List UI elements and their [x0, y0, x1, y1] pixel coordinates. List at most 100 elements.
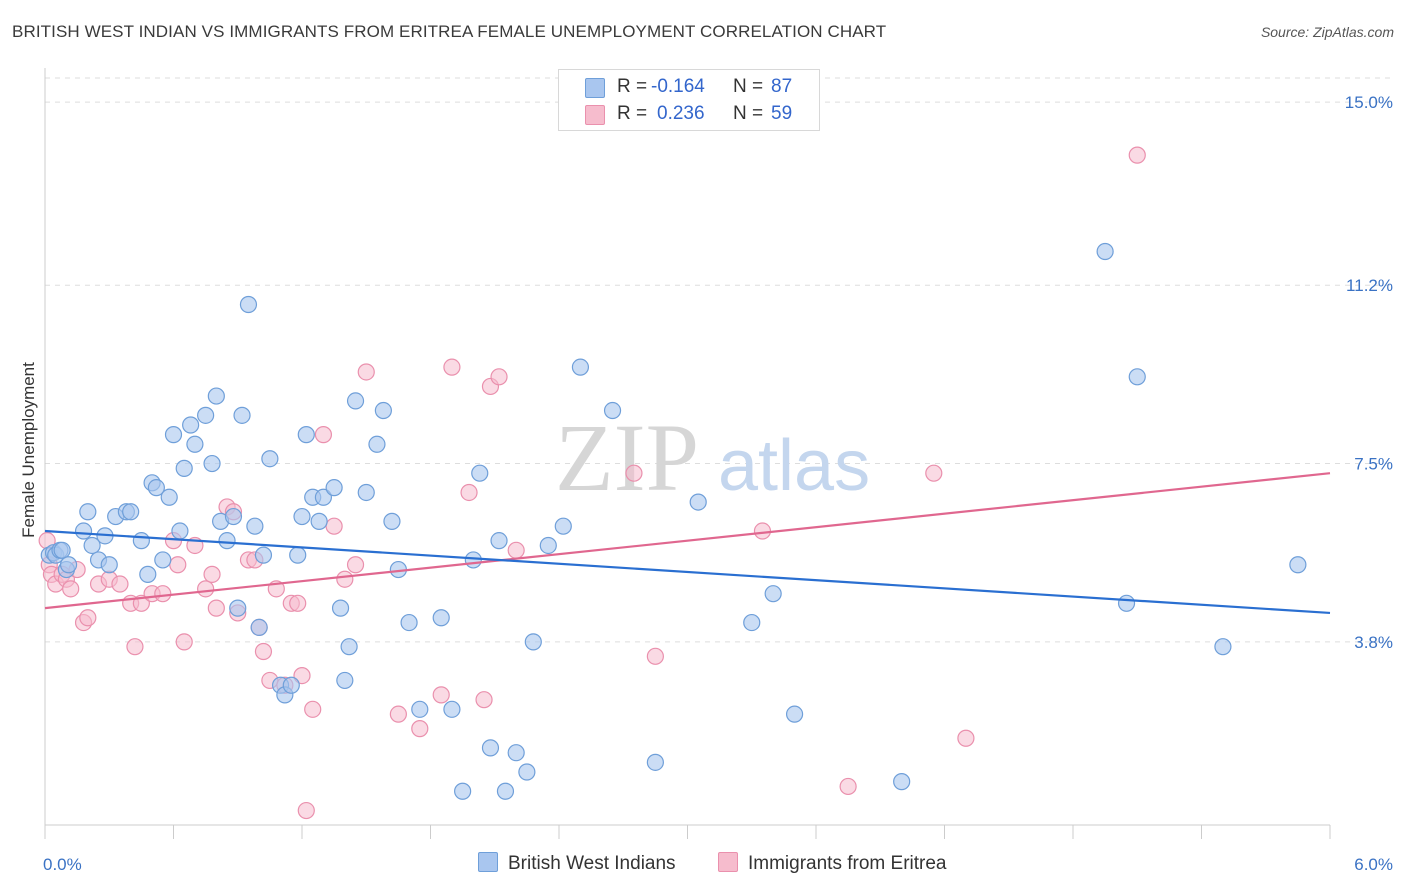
- bwi-trend-line: [44, 529, 1331, 615]
- bwi-point: [147, 479, 165, 497]
- eritrea-point: [203, 565, 221, 583]
- eritrea-point: [254, 642, 273, 661]
- eritrea-point: [839, 777, 857, 796]
- bwi-point: [1289, 556, 1307, 574]
- bwi-point: [239, 295, 258, 314]
- eritrea-point: [304, 700, 322, 718]
- eritrea-point: [357, 363, 375, 381]
- bwi-point: [571, 358, 590, 376]
- eritrea-point: [460, 483, 478, 502]
- trend-lines: [44, 472, 1331, 615]
- bwi-point: [785, 705, 804, 723]
- eritrea-point: [293, 666, 311, 685]
- bwi-point: [554, 517, 572, 535]
- bwi-point: [481, 739, 500, 757]
- bwi-point: [357, 483, 375, 502]
- bwi-point: [340, 638, 358, 656]
- x-tick-label: 0.0%: [43, 855, 82, 874]
- bwi-point: [229, 599, 247, 617]
- legend-r-label: R =: [617, 103, 648, 124]
- eritrea-point: [490, 368, 508, 386]
- source-label: Source: ZipAtlas.com: [1260, 24, 1394, 40]
- legend-swatch-pink: [585, 105, 605, 125]
- bwi-point: [224, 507, 243, 526]
- bwi-point: [282, 676, 300, 694]
- bwi-point: [83, 536, 101, 555]
- eritrea-point: [314, 426, 333, 444]
- bwi-point: [346, 392, 365, 410]
- bottom-legend-label-eritrea: Immigrants from Eritrea: [748, 853, 947, 874]
- eritrea-point: [79, 609, 97, 627]
- bwi-point: [383, 512, 401, 530]
- bwi-point: [186, 435, 204, 453]
- legend-r-label: R =: [617, 76, 648, 97]
- bwi-point: [743, 613, 761, 632]
- bwi-point: [74, 522, 93, 540]
- bwi-point: [368, 435, 386, 453]
- eritrea-point: [346, 556, 365, 574]
- eritrea-point: [957, 729, 975, 747]
- bwi-point: [154, 551, 172, 569]
- bwi-point: [289, 546, 307, 564]
- bwi-point: [197, 406, 215, 424]
- bwi-point: [139, 565, 157, 583]
- bwi-point: [432, 609, 450, 627]
- bwi-point: [374, 401, 392, 420]
- bwi-point: [246, 517, 264, 535]
- axes: [44, 68, 1331, 839]
- legend-n-label: N =: [733, 76, 764, 97]
- bwi-point: [496, 782, 515, 800]
- eritrea-point: [207, 599, 225, 617]
- legend-n-value: 87: [771, 76, 793, 97]
- bwi-point: [164, 426, 183, 444]
- bwi-point: [471, 464, 489, 482]
- legend-row-bwi: R = -0.164 N = 87: [559, 74, 819, 100]
- bottom-legend-swatch-blue: [478, 852, 498, 872]
- eritrea-point: [175, 633, 193, 651]
- bwi-point: [261, 450, 279, 468]
- bwi-point: [310, 512, 328, 530]
- eritrea-point: [625, 464, 643, 482]
- bwi-point: [160, 488, 178, 506]
- eritrea-point: [389, 705, 407, 723]
- bwi-point: [603, 401, 622, 420]
- eritrea-trend-line: [44, 472, 1331, 610]
- bwi-point: [539, 536, 557, 555]
- bwi-point: [100, 556, 118, 574]
- eritrea-point: [646, 647, 664, 665]
- bwi-point: [490, 532, 508, 550]
- eritrea-point: [126, 638, 144, 656]
- bottom-legend-swatch-pink: [718, 852, 738, 872]
- watermark-atlas: atlas: [718, 426, 870, 506]
- bwi-point: [400, 613, 418, 632]
- y-tick-label: 3.8%: [1354, 633, 1393, 652]
- eritrea-point: [289, 594, 307, 612]
- bwi-point: [464, 551, 482, 569]
- bwi-point: [336, 671, 354, 690]
- bwi-point: [1117, 594, 1136, 612]
- legend: R = -0.164 N = 87 R = 0.236 N = 59: [558, 69, 820, 131]
- bwi-point: [53, 541, 71, 559]
- bwi-point: [207, 387, 225, 405]
- eritrea-point: [169, 556, 187, 574]
- bwi-point: [171, 522, 189, 540]
- bwi-point: [122, 503, 140, 521]
- y-tick-label: 15.0%: [1345, 93, 1393, 112]
- bwi-point: [59, 556, 78, 574]
- bwi-point: [293, 507, 311, 526]
- bwi-point: [1128, 368, 1146, 386]
- legend-r-value: 0.236: [657, 103, 705, 124]
- legend-row-eritrea: R = 0.236 N = 59: [559, 101, 819, 127]
- bwi-point: [314, 488, 333, 506]
- y-tick-label: 11.2%: [1346, 276, 1393, 295]
- bwi-point: [250, 618, 268, 637]
- y-axis-label: Female Unemployment: [19, 362, 38, 538]
- watermark-zip: ZIP: [555, 404, 699, 511]
- eritrea-point: [197, 580, 215, 598]
- bwi-point: [764, 585, 782, 603]
- bwi-point: [325, 479, 343, 497]
- legend-r-value: -0.164: [651, 76, 705, 97]
- legend-n-value: 59: [771, 103, 793, 124]
- eritrea-point: [62, 580, 80, 598]
- bwi-point: [297, 426, 315, 444]
